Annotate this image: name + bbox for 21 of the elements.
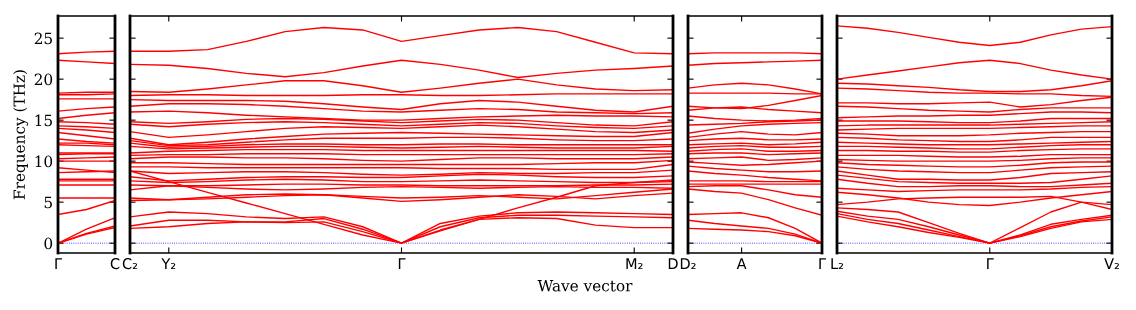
- x-tick-label: C: [110, 258, 120, 270]
- y-tick-label: 25: [34, 32, 52, 45]
- x-tick-label: Γ: [819, 258, 826, 269]
- y-tick-label: 10: [35, 155, 53, 168]
- y-tick-label: 15: [35, 114, 52, 127]
- x-axis-title: Wave vector: [537, 280, 633, 292]
- x-tick-label: D: [668, 258, 678, 269]
- y-tick-label: 5: [44, 196, 52, 209]
- x-tick-label: C₂: [122, 258, 138, 270]
- x-tick-label: Γ: [398, 258, 406, 269]
- y-tick-label: 0: [44, 237, 53, 250]
- x-tick-label: V₂: [1104, 258, 1119, 269]
- x-tick-label: D₂: [680, 258, 696, 269]
- x-tick-label: M₂: [626, 258, 643, 269]
- y-axis-title: Frequency (THz): [13, 70, 29, 200]
- y-tick-label: 20: [34, 73, 53, 86]
- x-tick-label: L₂: [831, 258, 844, 269]
- x-tick-label: Y₂: [161, 258, 176, 269]
- x-tick-label: A: [736, 258, 747, 269]
- x-tick-label: Γ: [55, 258, 62, 269]
- x-tick-label: Γ: [987, 258, 994, 269]
